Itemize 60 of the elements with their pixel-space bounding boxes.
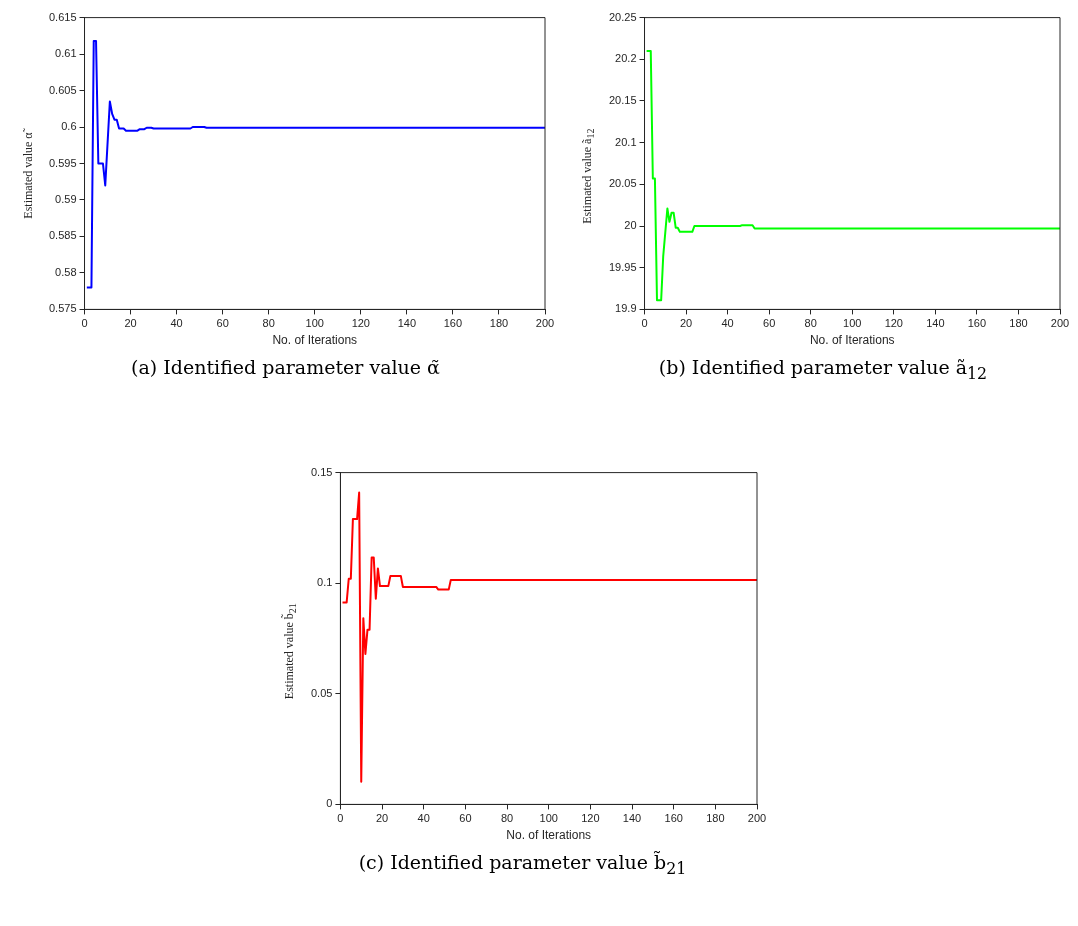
x-tick-label: 60 [216, 317, 229, 330]
y-tick-label: 20.25 [609, 10, 637, 23]
y-tick-label: 0.575 [49, 302, 77, 315]
y-tick-label: 0.59 [55, 193, 77, 206]
y-tick-label: 0.615 [49, 10, 77, 23]
y-tick-label: 20.15 [609, 94, 637, 106]
x-tick-label: 180 [706, 812, 725, 825]
y-tick-label: 0.605 [49, 83, 77, 96]
x-tick-label: 200 [1050, 317, 1070, 330]
x-tick-label: 100 [843, 317, 862, 330]
x-tick-label: 200 [747, 812, 767, 825]
y-tick-label: 0.58 [55, 265, 77, 278]
x-axis-title: No. of Iterations [506, 828, 592, 843]
x-tick-label: 0 [641, 317, 648, 330]
x-tick-label: 100 [305, 317, 324, 330]
y-tick-label: 0 [326, 797, 333, 810]
x-tick-label: 140 [622, 812, 642, 825]
x-tick-label: 40 [417, 812, 430, 825]
text: (b) Identified parameter value ã$_{12}$ [657, 356, 989, 383]
y-tick-label: 0.1 [317, 576, 333, 589]
x-tick-label: 60 [763, 317, 776, 330]
text: (c) Identified parameter value b̃$_{21}$ [357, 851, 688, 878]
y-tick-label: 20 [624, 219, 637, 232]
x-tick-label: 120 [351, 317, 370, 330]
x-tick-label: 40 [170, 317, 183, 330]
y-tick-label: 20.05 [609, 177, 637, 190]
x-axis-title: No. of Iterations [272, 333, 358, 348]
x-tick-label: 180 [1009, 317, 1028, 330]
x-tick-label: 0 [337, 812, 344, 825]
y-tick-label: 0.05 [310, 686, 333, 699]
x-tick-label: 60 [459, 812, 472, 825]
x-tick-label: 0 [81, 317, 88, 330]
y-tick-label: 19.9 [615, 302, 637, 315]
x-axis-title: No. of Iterations [809, 333, 895, 348]
x-tick-label: 120 [581, 812, 600, 825]
y-tick-label: 0.6 [61, 120, 77, 133]
x-tick-label: 140 [397, 317, 417, 330]
y-tick-label: 20.1 [615, 135, 637, 148]
x-tick-label: 160 [967, 317, 987, 330]
x-tick-label: 80 [500, 812, 514, 825]
y-tick-label: 0.595 [49, 156, 77, 169]
y-tick-label: 19.95 [609, 260, 637, 273]
x-tick-label: 20 [124, 317, 137, 330]
y-tick-label: 0.15 [310, 465, 333, 478]
x-tick-label: 140 [926, 317, 945, 330]
x-tick-label: 200 [535, 317, 555, 330]
x-tick-label: 120 [884, 317, 903, 330]
x-tick-label: 100 [539, 812, 558, 825]
text: (a) Identified parameter value α̃ [130, 356, 441, 378]
x-tick-label: 20 [679, 317, 693, 330]
y-tick-label: 20.2 [615, 52, 637, 65]
x-tick-label: 160 [664, 812, 683, 825]
y-tick-label: 0.585 [49, 229, 77, 242]
x-tick-label: 20 [375, 812, 389, 825]
x-tick-label: 40 [721, 317, 734, 330]
x-tick-label: 180 [489, 317, 509, 330]
x-tick-label: 80 [262, 317, 275, 330]
y-tick-label: 0.61 [55, 47, 77, 60]
x-tick-label: 160 [443, 317, 463, 330]
x-tick-label: 80 [804, 317, 817, 330]
